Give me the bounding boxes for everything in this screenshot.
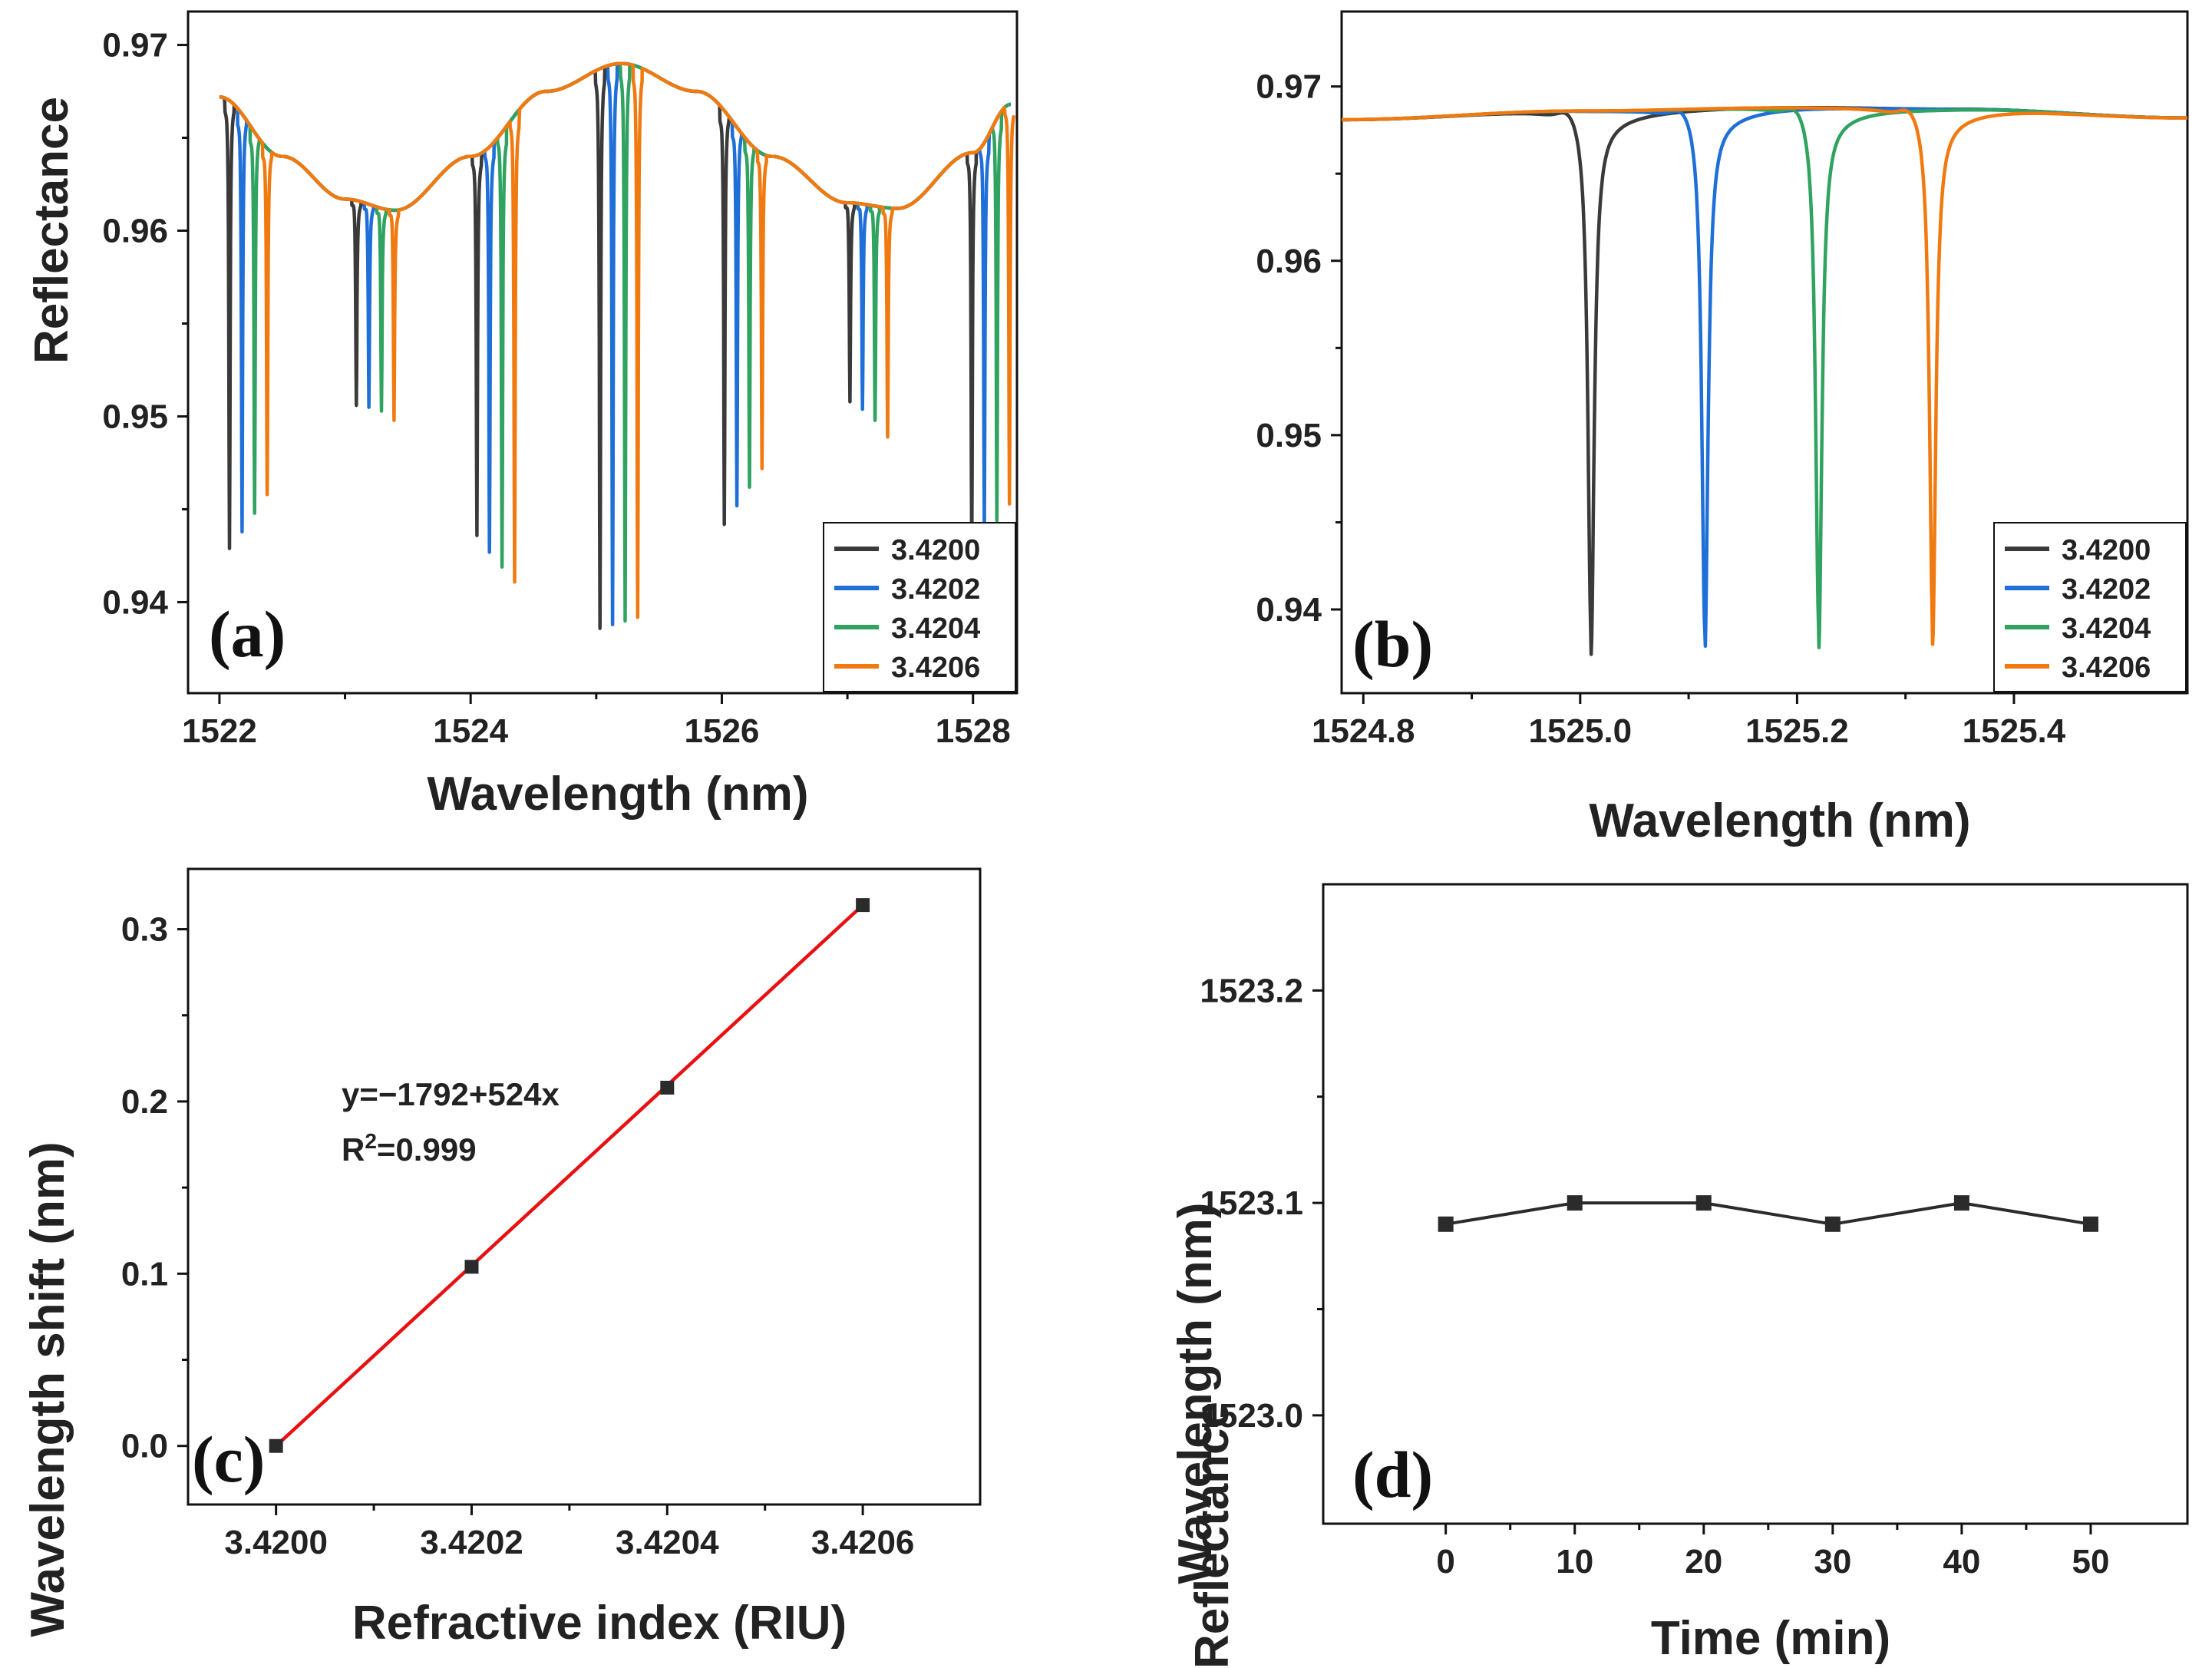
panel-c-wavelength-shift-fit: 3.4200 3.4202 3.4204 3.4206 0.0 0.1 0.2 0.3 Refr… xyxy=(21,867,982,1650)
y-tick-label: 1523.1 xyxy=(1200,1184,1303,1222)
panel-label: (d) xyxy=(1352,1438,1433,1511)
legend-label-3-4202: 3.4202 xyxy=(2062,573,2151,606)
legend-label-3-4206: 3.4206 xyxy=(2062,652,2151,684)
x-tick-label: 30 xyxy=(1814,1543,1851,1580)
panel-d-stability-over-time: 0 10 20 30 40 50 1523.0 1523.1 1523.2 Time (min) W… xyxy=(1169,883,2189,1665)
y-axis-title: Reflectance xyxy=(1186,1402,1239,1668)
data-point xyxy=(1567,1195,1583,1211)
y-axis-title: Reflectance xyxy=(25,97,78,364)
x-tick-label: 10 xyxy=(1556,1543,1593,1580)
x-axis-title: Wavelength (nm) xyxy=(427,768,808,821)
y-tick-label: 0.94 xyxy=(1256,591,1322,629)
panel-label: (a) xyxy=(209,597,286,671)
legend-label-3-4200: 3.4200 xyxy=(2062,534,2151,566)
panel-label: (c) xyxy=(192,1422,265,1496)
y-tick-label: 1523.0 xyxy=(1200,1397,1303,1435)
x-axis-title: Refractive index (RIU) xyxy=(352,1597,847,1650)
y-tick-label: 0.3 xyxy=(121,911,168,949)
x-tick-label: 40 xyxy=(1943,1543,1980,1580)
x-tick-label: 1524.8 xyxy=(1312,712,1415,750)
y-tick-label: 0.96 xyxy=(102,213,168,250)
data-point xyxy=(1953,1195,1969,1211)
data-point xyxy=(464,1260,479,1274)
x-tick-label: 1525.2 xyxy=(1745,712,1849,750)
y-tick-label: 0.95 xyxy=(102,398,168,435)
data-point xyxy=(2082,1216,2098,1232)
plot-frame xyxy=(1322,883,2189,1525)
legend-label-3-4204: 3.4204 xyxy=(891,613,980,645)
data-point xyxy=(1695,1195,1712,1211)
plot-frame xyxy=(187,867,982,1506)
x-tick-label: 1528 xyxy=(936,712,1011,750)
data-point xyxy=(1438,1216,1454,1232)
y-tick-label: 0.0 xyxy=(121,1428,168,1465)
data-point xyxy=(856,898,870,913)
legend-label-3-4206: 3.4206 xyxy=(891,652,980,684)
y-tick-label: 0.94 xyxy=(102,583,168,621)
x-tick-label: 0 xyxy=(1436,1543,1454,1580)
x-tick-label: 1525.0 xyxy=(1529,712,1633,750)
series-line xyxy=(1445,1201,2091,1226)
x-tick-label: 1522 xyxy=(182,712,257,750)
fit-line xyxy=(275,903,864,1448)
fit-equation: y=−1792+524x xyxy=(342,1076,560,1112)
x-tick-label: 20 xyxy=(1685,1543,1722,1580)
r-squared-annotation: R2=0.999 xyxy=(342,1129,477,1168)
data-point xyxy=(660,1080,675,1095)
x-tick-label: 3.4200 xyxy=(224,1524,328,1561)
panel-label: (b) xyxy=(1352,607,1433,681)
x-tick-label: 1525.4 xyxy=(1963,712,2066,750)
y-axis-title: Wavelength shift (nm) xyxy=(21,1141,74,1637)
legend-label-3-4200: 3.4200 xyxy=(891,534,980,566)
data-point xyxy=(269,1438,283,1453)
y-tick-label: 0.1 xyxy=(121,1255,168,1293)
r2-superscript: 2 xyxy=(365,1129,377,1153)
y-tick-label: 0.97 xyxy=(1256,68,1322,106)
y-tick-label: 0.95 xyxy=(1256,417,1322,454)
y-tick-label: 0.96 xyxy=(1256,243,1322,280)
y-tick-label: 0.2 xyxy=(121,1083,168,1121)
x-tick-label: 1524 xyxy=(433,712,508,750)
x-axis-title: Wavelength (nm) xyxy=(1589,794,1970,847)
r2-value: =0.999 xyxy=(377,1131,477,1168)
panel-a-reflectance-spectrum: 1522 1524 1526 1528 0.94 0.95 0.96 0.97 Waveleng… xyxy=(25,10,1019,821)
x-tick-label: 50 xyxy=(2072,1543,2109,1580)
series-line-3-4206 xyxy=(218,61,1016,619)
y-tick-label: 1523.2 xyxy=(1200,972,1303,1009)
y-axis-title: Wavelength (nm) xyxy=(1169,1202,1222,1584)
series-line-3-4206 xyxy=(1340,106,2189,646)
x-tick-label: 3.4204 xyxy=(616,1524,719,1561)
plot-frame xyxy=(1340,10,2189,695)
legend-label-3-4202: 3.4202 xyxy=(891,573,980,606)
x-axis-title: Time (min) xyxy=(1651,1612,1890,1665)
data-point xyxy=(1824,1216,1841,1232)
panel-b-reflectance-zoom: 1524.8 1525.0 1525.2 1525.4 0.94 0.95 0.96 0.97… xyxy=(1186,10,2189,1668)
x-tick-label: 3.4206 xyxy=(811,1524,915,1561)
x-tick-label: 1526 xyxy=(685,712,760,750)
x-tick-label: 3.4202 xyxy=(420,1524,523,1561)
r2-prefix: R xyxy=(342,1131,365,1168)
plot-frame xyxy=(187,10,1019,695)
y-tick-label: 0.97 xyxy=(102,27,168,64)
legend-label-3-4204: 3.4204 xyxy=(2062,613,2151,645)
